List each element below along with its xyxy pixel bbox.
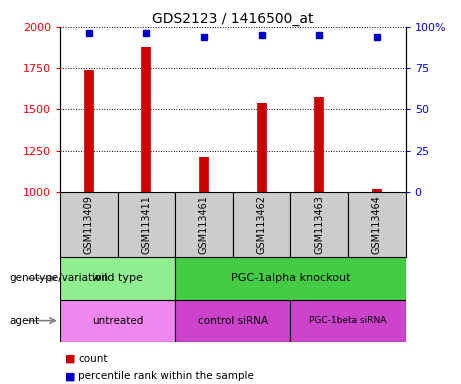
Bar bbox=[60, 257, 175, 300]
Bar bbox=[233, 192, 290, 257]
Text: PGC-1beta siRNA: PGC-1beta siRNA bbox=[309, 316, 387, 325]
Text: agent: agent bbox=[9, 316, 39, 326]
Text: GSM113462: GSM113462 bbox=[257, 195, 266, 254]
Bar bbox=[348, 192, 406, 257]
Text: wild type: wild type bbox=[92, 273, 143, 283]
Text: PGC-1alpha knockout: PGC-1alpha knockout bbox=[230, 273, 350, 283]
Text: GSM113464: GSM113464 bbox=[372, 195, 382, 254]
Bar bbox=[60, 192, 118, 257]
Bar bbox=[290, 300, 406, 342]
Text: ■: ■ bbox=[65, 354, 75, 364]
Text: genotype/variation: genotype/variation bbox=[9, 273, 108, 283]
Text: untreated: untreated bbox=[92, 316, 143, 326]
Bar bbox=[175, 257, 406, 300]
Text: GSM113409: GSM113409 bbox=[84, 195, 94, 254]
Bar bbox=[175, 300, 290, 342]
Bar bbox=[60, 300, 175, 342]
Text: GSM113461: GSM113461 bbox=[199, 195, 209, 254]
Bar bbox=[290, 192, 348, 257]
Bar bbox=[175, 192, 233, 257]
Text: count: count bbox=[78, 354, 108, 364]
Text: ■: ■ bbox=[65, 371, 75, 381]
Text: GSM113411: GSM113411 bbox=[142, 195, 151, 254]
Title: GDS2123 / 1416500_at: GDS2123 / 1416500_at bbox=[152, 12, 313, 26]
Text: percentile rank within the sample: percentile rank within the sample bbox=[78, 371, 254, 381]
Text: GSM113463: GSM113463 bbox=[314, 195, 324, 254]
Bar bbox=[118, 192, 175, 257]
Text: control siRNA: control siRNA bbox=[198, 316, 268, 326]
